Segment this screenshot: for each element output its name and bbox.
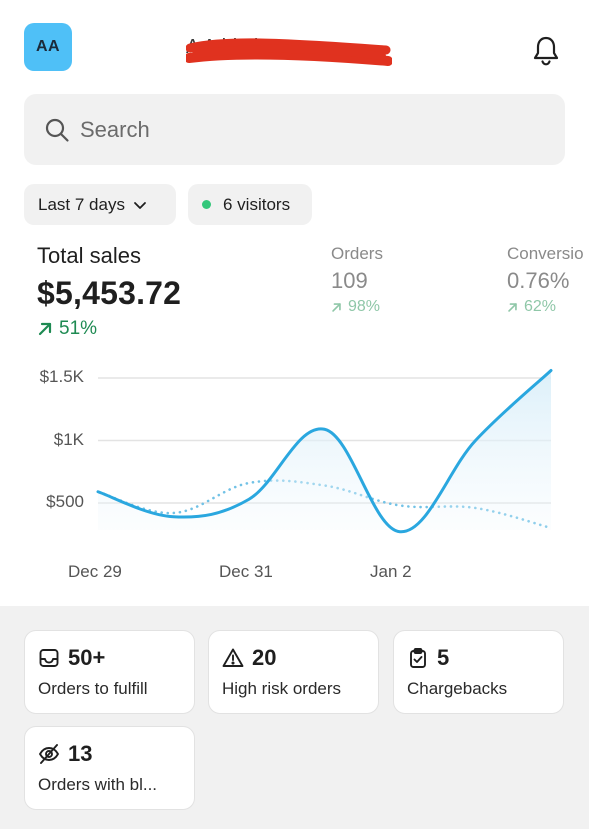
date-range-dropdown[interactable]: Last 7 days: [24, 184, 176, 225]
y-tick-label: $500: [46, 492, 84, 511]
sales-line-chart[interactable]: $1.5K $1K $500 Dec 29 Dec 31 Jan 2: [0, 360, 589, 590]
total-sales-label: Total sales: [37, 243, 141, 268]
total-sales-metric[interactable]: Total sales $5,453.72 51%: [37, 243, 181, 340]
conversion-change: 62%: [507, 298, 584, 316]
tile-label: High risk orders: [222, 679, 342, 698]
tile-value: 50+: [68, 645, 106, 670]
total-sales-change-value: 51%: [59, 318, 98, 339]
current-period-line: [96, 369, 553, 534]
total-sales-change: 51%: [37, 318, 181, 340]
orders-metric[interactable]: Orders 109 98%: [331, 244, 383, 316]
conversion-change-value: 62%: [524, 298, 557, 315]
top-header: AA A Athletic: [0, 0, 589, 94]
tile-high-risk-orders[interactable]: 20 High risk orders: [208, 630, 379, 714]
search-icon: [45, 118, 69, 142]
tile-label: Orders with bl...: [38, 775, 158, 794]
redaction-mark: [186, 38, 392, 66]
search-input[interactable]: [80, 116, 520, 143]
tile-chargebacks[interactable]: 5 Chargebacks: [393, 630, 564, 714]
live-visitors-chip[interactable]: 6 visitors: [188, 184, 312, 225]
notifications-bell-icon[interactable]: [528, 33, 564, 69]
tile-label: Orders to fulfill: [38, 679, 148, 698]
orders-label: Orders: [331, 244, 383, 263]
tile-value: 13: [68, 741, 93, 766]
clipboard-check-icon: [410, 648, 426, 668]
action-tiles-tray: 50+ Orders to fulfill 20 High risk order…: [0, 606, 589, 829]
orders-change: 98%: [331, 298, 383, 316]
search-bar[interactable]: [24, 94, 565, 165]
tile-orders-with-blocked[interactable]: 13 Orders with bl...: [24, 726, 195, 810]
x-tick-label: Dec 31: [219, 562, 273, 581]
chart-canvas: [96, 369, 553, 534]
conversion-value: 0.76%: [507, 268, 570, 293]
chevron-down-icon: [134, 201, 146, 209]
x-tick-label: Dec 29: [68, 562, 122, 581]
live-status-dot: [202, 200, 211, 209]
tile-value: 5: [437, 645, 450, 670]
tile-orders-to-fulfill[interactable]: 50+ Orders to fulfill: [24, 630, 195, 714]
orders-change-value: 98%: [348, 298, 381, 315]
x-tick-label: Jan 2: [370, 562, 412, 581]
conversion-metric[interactable]: Conversio 0.76% 62%: [507, 244, 584, 316]
eye-off-icon: [39, 744, 59, 764]
y-tick-label: $1.5K: [39, 367, 84, 386]
arrow-up-right-icon: [508, 302, 517, 312]
visitors-label: 6 visitors: [223, 194, 291, 214]
inbox-icon: [39, 649, 59, 667]
total-sales-value: $5,453.72: [37, 275, 182, 311]
series-area-fill: [98, 370, 551, 532]
conversion-label: Conversio: [507, 244, 584, 263]
store-avatar[interactable]: AA: [24, 23, 72, 71]
arrow-up-right-icon: [332, 302, 341, 312]
tile-value: 20: [252, 645, 277, 670]
warning-icon: [222, 648, 244, 667]
tile-label: Chargebacks: [407, 679, 508, 698]
arrow-up-right-icon: [38, 322, 52, 336]
orders-value: 109: [331, 268, 368, 293]
y-tick-label: $1K: [53, 429, 84, 449]
date-range-label: Last 7 days: [38, 194, 125, 214]
